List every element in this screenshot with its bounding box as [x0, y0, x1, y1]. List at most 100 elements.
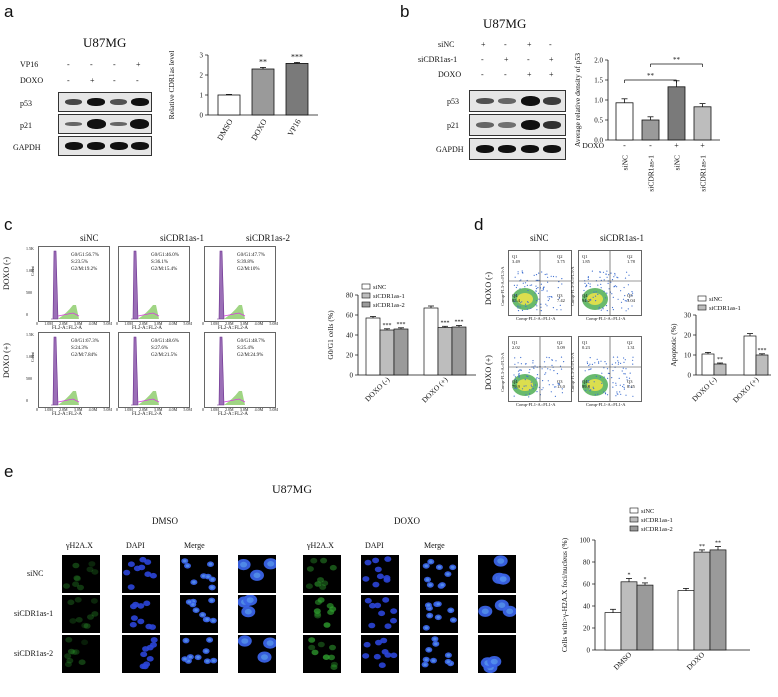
- flow-dot: [625, 394, 627, 396]
- nucleus-highlight: [426, 603, 431, 607]
- quadrant-value: 3.49: [512, 259, 520, 264]
- histogram-x-ticks: 0 1.0M 2.0M 3.0M 4.0M 5.0M: [36, 321, 112, 326]
- flow-dot: [561, 392, 563, 394]
- micrograph-tile: [420, 555, 458, 593]
- histogram-x-label: FL2-A::FL2-A: [52, 412, 82, 417]
- nucleus: [64, 653, 72, 659]
- cell-cycle-histogram: G0/G1:47.7% S:39.8% G2/M:10%: [204, 246, 276, 322]
- y-tick-label: 500: [26, 376, 32, 381]
- x-tick-label: DOXO (+): [420, 375, 450, 405]
- flow-dot: [514, 379, 517, 381]
- flow-dot: [514, 363, 516, 365]
- nucleus: [202, 648, 210, 654]
- flow-dot: [589, 390, 591, 392]
- histogram-x-label: FL2-A::FL2-A: [218, 326, 248, 331]
- nucleus: [199, 612, 207, 618]
- nucleus: [426, 612, 434, 619]
- g0g1-peak: [217, 336, 225, 406]
- x-tick-label: 4.0M: [168, 407, 178, 412]
- flow-dot: [598, 306, 600, 308]
- stain-label: DAPI: [126, 541, 145, 550]
- nucleus: [375, 639, 382, 646]
- nucleus-highlight: [253, 572, 261, 579]
- nucleus: [317, 577, 324, 583]
- nucleus-highlight: [446, 653, 451, 657]
- quadrant-label: Q1 0.23: [582, 340, 590, 350]
- flow-dot: [624, 295, 626, 297]
- flow-dot: [621, 370, 623, 372]
- micrograph-tile: [62, 595, 100, 633]
- nucleus-highlight: [427, 648, 431, 652]
- flow-dot: [535, 378, 537, 380]
- nucleus: [77, 584, 84, 591]
- flow-dot: [536, 391, 538, 393]
- y-tick-label: 1.5: [594, 77, 603, 85]
- flow-dot: [559, 365, 562, 367]
- row-label-vp16: VP16: [20, 60, 39, 69]
- x-tick-label: 5.0M: [103, 407, 112, 412]
- bar: [743, 335, 757, 376]
- y-tick-label: 20: [346, 352, 354, 360]
- flow-dot: [589, 363, 591, 365]
- stain-label: γH2A.X: [307, 541, 334, 550]
- s-phase-line: [137, 398, 160, 403]
- flow-dot: [628, 377, 631, 379]
- quadrant-value: 1.31: [627, 345, 635, 350]
- nucleus: [449, 617, 457, 623]
- y-tick-label: 0.5: [594, 117, 603, 125]
- flow-dot: [594, 362, 596, 364]
- flow-dot: [620, 362, 622, 364]
- nucleus: [380, 637, 388, 644]
- nucleus: [321, 580, 329, 586]
- y-tick-label: 100: [580, 537, 591, 545]
- micrograph-tile: [361, 595, 399, 633]
- sig-label: ***: [383, 323, 392, 329]
- quadrant-label: Q1 1.85: [582, 254, 590, 264]
- panel-e-title: U87MG: [272, 482, 313, 496]
- flow-dot: [627, 308, 629, 310]
- row-label-doxo: DOXO: [20, 76, 44, 85]
- cell-cycle-histogram: G0/G1:56.7% S:23.5% G2/M:19.2%: [38, 246, 110, 322]
- flow-dot: [630, 386, 633, 388]
- x-tick-label: 1.0M: [210, 407, 219, 412]
- flow-dot: [514, 357, 516, 359]
- bar: [693, 551, 711, 651]
- quadrant-label: Q4 85.4: [512, 293, 520, 303]
- flow-dot: [587, 276, 589, 278]
- flow-dot: [590, 298, 592, 300]
- flow-dot: [548, 357, 550, 359]
- nucleus: [203, 616, 211, 623]
- nucleus: [435, 564, 443, 570]
- nucleus-highlight: [183, 657, 187, 661]
- flow-dot: [547, 368, 549, 370]
- nucleus: [194, 654, 202, 661]
- x-tick-label: 1.0M: [44, 407, 53, 412]
- nucleus: [390, 608, 398, 614]
- nucleus: [372, 557, 380, 564]
- nucleus: [383, 575, 391, 581]
- flow-cluster-core: [587, 379, 603, 391]
- bar: [667, 86, 686, 141]
- nucleus: [263, 558, 276, 570]
- nucleus-highlight: [187, 600, 192, 604]
- flow-dot: [602, 308, 604, 310]
- flow-dot: [624, 300, 626, 302]
- flow-dot: [548, 384, 550, 386]
- micrograph-tile: [180, 555, 218, 593]
- legend-label: siNC: [373, 284, 386, 291]
- y-tick-label: 40: [346, 332, 354, 340]
- nucleus-highlight: [185, 564, 190, 568]
- bar: [365, 317, 381, 376]
- flow-dot: [540, 283, 542, 285]
- nucleus: [422, 656, 430, 663]
- flow-dot: [619, 391, 621, 393]
- histogram-plot: [131, 336, 160, 406]
- flow-dot: [558, 281, 560, 283]
- nucleus: [376, 573, 384, 580]
- quadrant-value: 8.45: [627, 384, 635, 389]
- legend-swatch: [697, 295, 707, 302]
- col-label-sicdr1as1-d: siCDR1as-1: [600, 233, 645, 243]
- nucleus: [238, 559, 251, 571]
- flow-dot: [535, 290, 537, 292]
- histogram-x-ticks: 0 1.0M 2.0M 3.0M 4.0M 5.0M: [36, 407, 112, 412]
